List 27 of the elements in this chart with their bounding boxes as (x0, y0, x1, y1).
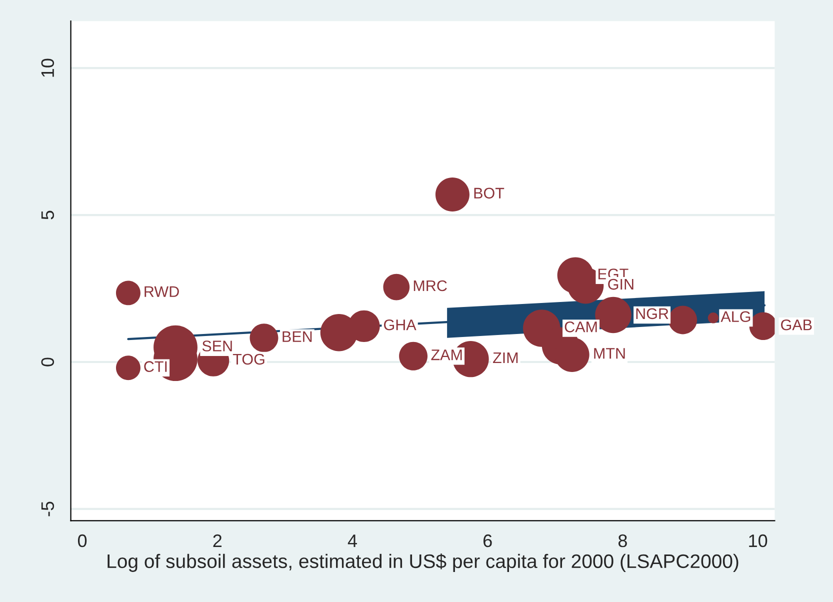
data-label: GIN (608, 278, 634, 290)
x-tick-label: 10 (749, 534, 768, 548)
data-label: RWD (144, 286, 179, 297)
y-tick-label: 0 (41, 358, 54, 366)
y-tick-label: 10 (41, 58, 54, 77)
data-label: SEN (202, 340, 232, 352)
data-label: CTI (144, 361, 167, 372)
x-tick-label: 6 (483, 534, 492, 548)
data-label: MRC (414, 280, 447, 292)
data-label: NGR (636, 308, 668, 320)
x-tick-label: 2 (213, 534, 222, 548)
data-label: TOG (232, 354, 264, 365)
y-tick-label: 5 (41, 210, 54, 220)
y-tick-label: -5 (41, 502, 54, 516)
x-tick-label: 0 (78, 534, 87, 548)
x-tick-label: 4 (348, 534, 357, 548)
data-label: BOT (474, 188, 504, 199)
data-label: ZAM (431, 350, 462, 360)
data-label: ALG (720, 311, 750, 322)
data-label: GHA (384, 319, 416, 330)
data-label: CAM (564, 321, 597, 332)
data-label: GAB (781, 319, 812, 330)
x-tick-label: 8 (618, 534, 627, 548)
data-label: MTN (594, 348, 625, 359)
data-label: ZIM (493, 352, 518, 364)
x-axis-title: Log of subsoil assets, estimated in US$ per capita for 2000 (LSAPC2000) (108, 554, 738, 572)
data-label: BEN (282, 331, 312, 342)
